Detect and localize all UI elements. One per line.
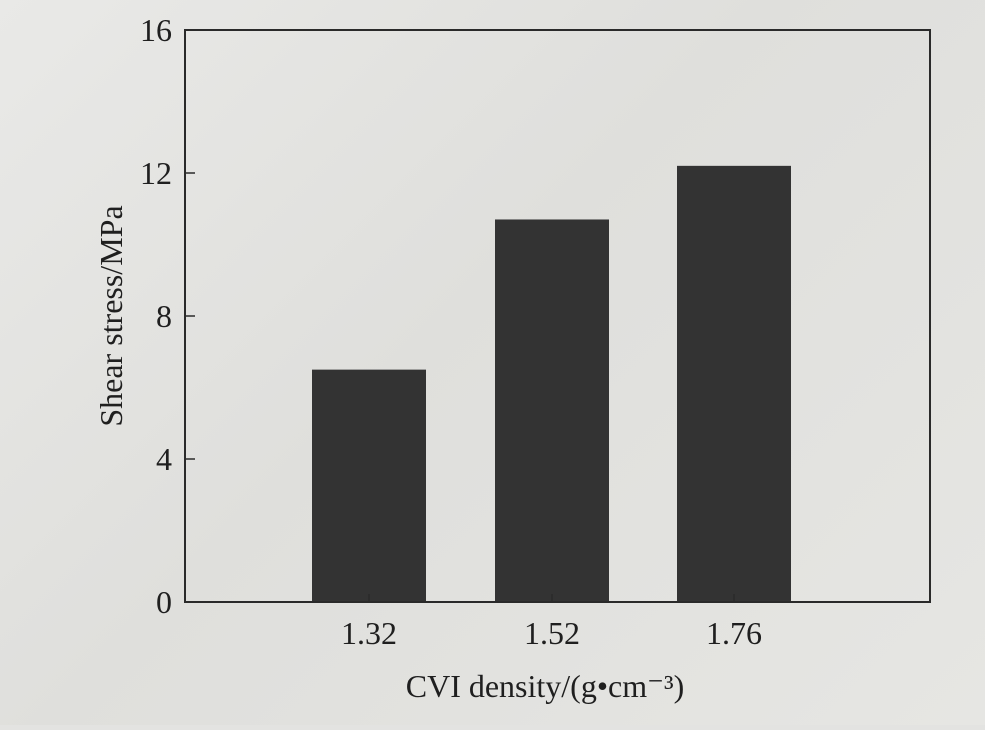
bar-1.76 [677, 165, 791, 602]
x-tick-label: 1.32 [341, 615, 397, 651]
y-tick-label: 8 [156, 298, 172, 334]
y-tick-label: 4 [156, 441, 172, 477]
y-tick-label: 16 [140, 12, 172, 48]
bar-1.32 [312, 369, 426, 602]
ticks-layer: 1.32 1.52 1.76 0 4 8 12 16 [140, 12, 762, 651]
bars-layer [312, 165, 791, 602]
bar-1.52 [495, 219, 609, 602]
y-tick-label: 12 [140, 155, 172, 191]
x-tick-label: 1.76 [706, 615, 762, 651]
x-axis-label: CVI density/(g•cm⁻³) [406, 668, 685, 704]
plot-frame [184, 29, 931, 603]
x-tick-label: 1.52 [524, 615, 580, 651]
y-axis-label: Shear stress/MPa [93, 205, 129, 426]
y-tick-label: 0 [156, 584, 172, 620]
